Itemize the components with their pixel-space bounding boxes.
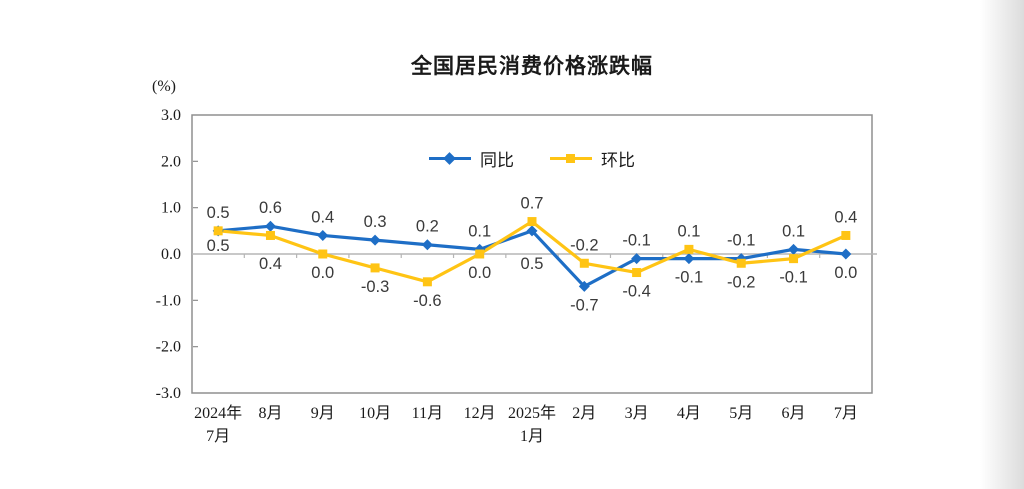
x-axis-label: 7月: [206, 428, 230, 445]
data-label: 0.6: [259, 199, 282, 217]
data-label: 0.0: [834, 264, 857, 282]
x-axis-label: 9月: [311, 405, 335, 422]
square-marker: [684, 244, 694, 254]
diamond-marker: [578, 280, 590, 292]
x-axis-label: 2025年: [508, 404, 556, 422]
x-axis-label: 2月: [572, 405, 596, 422]
square-marker: [841, 230, 851, 240]
x-axis-label: 10月: [359, 405, 391, 422]
y-axis-label: -3.0: [156, 385, 181, 402]
data-label: -0.1: [779, 269, 807, 287]
x-axis-label: 12月: [464, 405, 496, 422]
data-label: 0.7: [521, 195, 544, 213]
data-label: 0.5: [207, 204, 230, 222]
data-label: -0.6: [413, 292, 441, 310]
diamond-marker: [369, 234, 381, 246]
square-marker: [789, 254, 799, 264]
diamond-marker: [840, 248, 852, 260]
data-label: -0.1: [622, 232, 650, 250]
data-label: 0.1: [782, 222, 805, 240]
data-label: -0.4: [622, 283, 650, 301]
data-label: -0.2: [570, 236, 598, 254]
diamond-marker: [421, 239, 433, 251]
x-axis-label: 3月: [625, 405, 649, 422]
y-axis-label: -2.0: [156, 339, 181, 356]
data-label: -0.2: [727, 273, 755, 291]
data-label: 0.2: [416, 218, 439, 236]
y-axis-label: 3.0: [161, 107, 181, 124]
data-label: 0.1: [677, 222, 700, 240]
data-label: 0.4: [834, 208, 857, 226]
square-marker: [632, 268, 642, 278]
data-label: 0.0: [468, 264, 491, 282]
data-label: -0.1: [727, 232, 755, 250]
diamond-marker: [526, 225, 538, 237]
data-label: 0.5: [207, 237, 230, 255]
square-marker: [736, 258, 746, 268]
legend-square-swatch-icon: [550, 152, 592, 165]
data-label: -0.7: [570, 296, 598, 314]
diamond-marker: [264, 220, 276, 232]
legend-label: 同比: [480, 150, 514, 170]
data-label: -0.3: [361, 278, 389, 296]
square-marker: [318, 249, 328, 259]
square-marker: [422, 277, 432, 287]
x-axis-label: 8月: [258, 405, 282, 422]
y-axis-label: 0.0: [161, 246, 181, 263]
diamond-marker: [683, 253, 695, 265]
diamond-marker: [631, 253, 643, 265]
legend: 同比 环比: [192, 146, 872, 170]
legend-diamond-swatch-icon: [429, 151, 471, 165]
data-label: 0.5: [521, 255, 544, 273]
x-axis-label: 2024年: [194, 404, 242, 422]
square-marker: [213, 226, 223, 236]
y-axis-label: -1.0: [156, 292, 181, 309]
x-axis-label: 7月: [834, 405, 858, 422]
x-axis-label: 11月: [412, 405, 443, 422]
data-label: 0.0: [311, 264, 334, 282]
x-axis-label: 6月: [782, 405, 806, 422]
square-marker: [475, 249, 485, 259]
y-axis-label: 2.0: [161, 153, 181, 170]
diamond-marker: [788, 243, 800, 255]
chart-title: 全国居民消费价格涨跌幅: [411, 55, 653, 78]
x-axis-label: 5月: [729, 405, 753, 422]
diamond-marker: [317, 229, 329, 241]
square-marker: [265, 230, 275, 240]
legend-item-yoy: 同比: [429, 146, 514, 171]
y-axis-unit-label: (%): [152, 78, 176, 95]
y-axis-label: 1.0: [161, 200, 181, 217]
x-axis-label: 1月: [520, 428, 544, 445]
legend-label: 环比: [601, 150, 635, 170]
legend-item-mom: 环比: [550, 146, 635, 171]
data-label: 0.4: [259, 255, 282, 273]
square-marker: [527, 217, 537, 227]
data-label: -0.1: [675, 269, 703, 287]
data-label: 0.1: [468, 222, 491, 240]
data-label: 0.3: [364, 213, 387, 231]
x-axis-label: 4月: [677, 405, 701, 422]
square-marker: [579, 258, 589, 268]
square-marker: [370, 263, 380, 273]
data-label: 0.4: [311, 208, 334, 226]
